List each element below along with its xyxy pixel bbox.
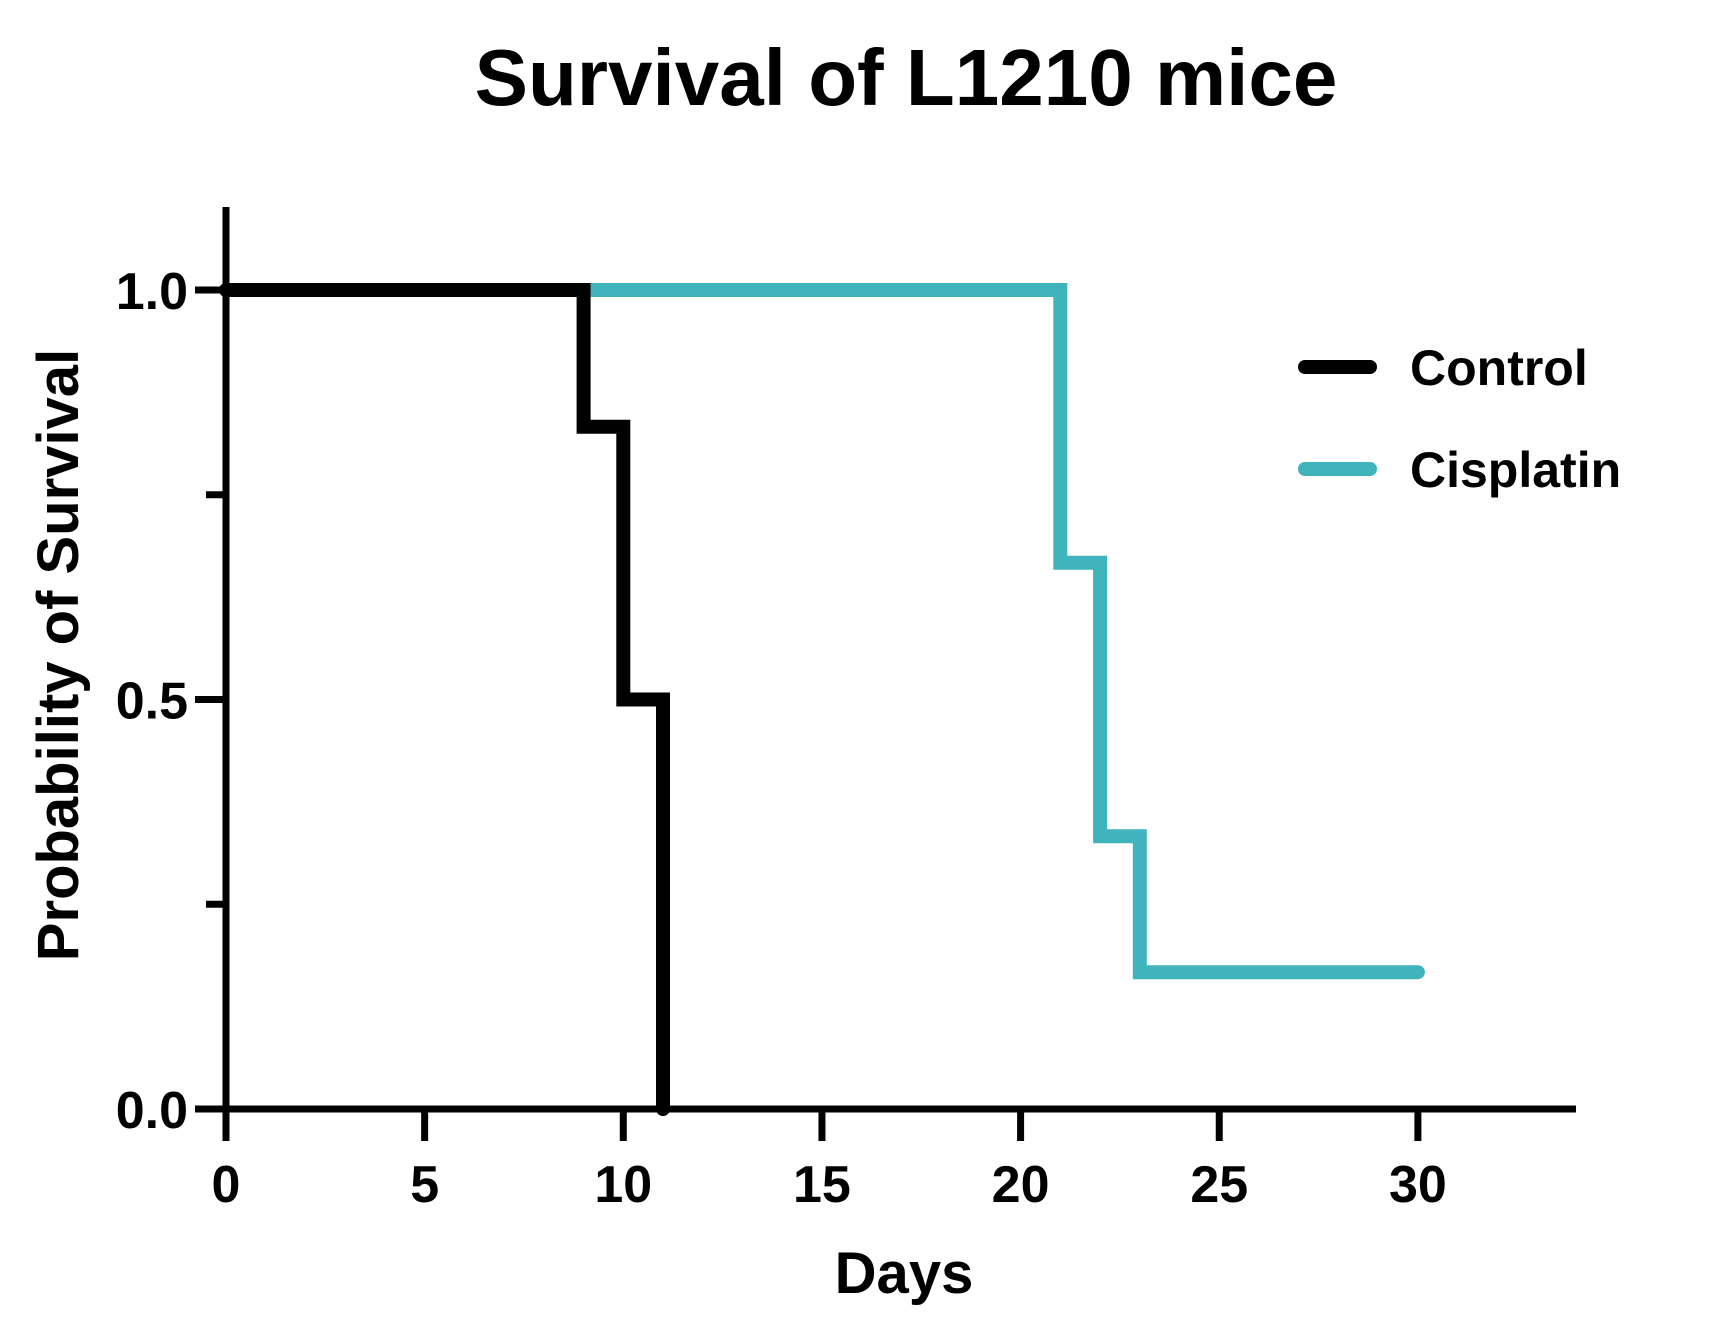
legend-item-control: Control xyxy=(1298,340,1588,396)
x-tick-label: 5 xyxy=(410,1156,439,1214)
x-tick-label: 30 xyxy=(1389,1156,1447,1214)
x-tick-label: 20 xyxy=(992,1156,1050,1214)
y-tick-label: 1.0 xyxy=(116,263,188,321)
x-tick-label: 25 xyxy=(1190,1156,1248,1214)
y-tick-label: 0.0 xyxy=(116,1082,188,1140)
chart-title: Survival of L1210 mice xyxy=(475,33,1338,122)
series-layer xyxy=(219,283,1425,1116)
axes-layer: 0 5 10 15 20 25 30 0.0 0.5 1.0 xyxy=(116,207,1576,1214)
y-axis-label: Probability of Survival xyxy=(26,349,91,961)
x-axis-label: Days xyxy=(835,1241,974,1306)
series-line-control xyxy=(219,283,670,1116)
x-tick-label: 15 xyxy=(793,1156,851,1214)
legend-label: Cisplatin xyxy=(1410,442,1621,498)
legend-item-cisplatin: Cisplatin xyxy=(1298,442,1621,498)
legend: Control Cisplatin xyxy=(1298,340,1621,498)
legend-label: Control xyxy=(1410,340,1588,396)
x-tick-label: 0 xyxy=(212,1156,241,1214)
y-tick-label: 0.5 xyxy=(116,673,188,731)
x-tick-label: 10 xyxy=(594,1156,652,1214)
series-line-cisplatin xyxy=(219,283,1425,980)
